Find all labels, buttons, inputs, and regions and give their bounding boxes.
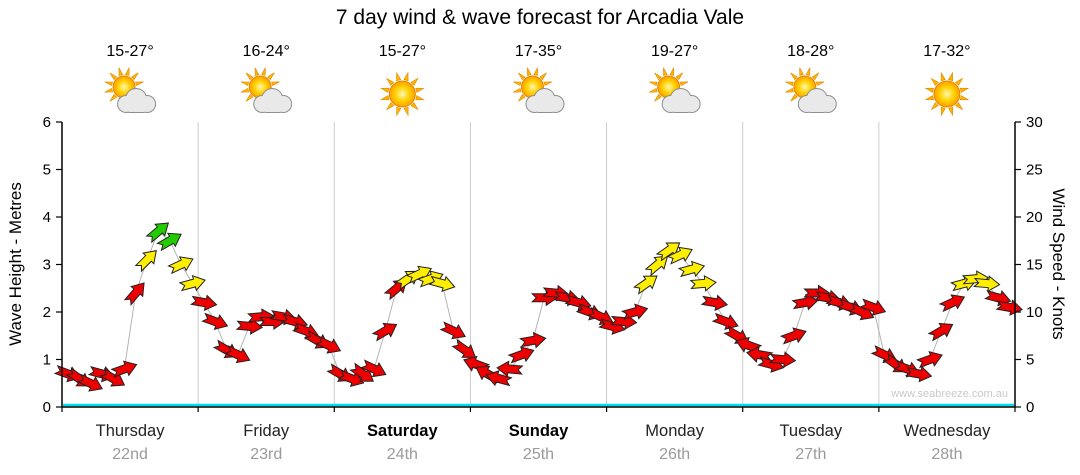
temperature-range-label: 19-27° <box>651 43 698 60</box>
wind-arrow <box>428 275 456 293</box>
day-name-label: Thursday <box>96 422 166 440</box>
wind-arrow <box>485 369 513 387</box>
wave-height-tick-label: 3 <box>43 257 51 274</box>
wind-speed-tick-label: 15 <box>1026 257 1043 274</box>
wind-speed-tick-label: 10 <box>1026 304 1043 321</box>
wind-arrow <box>134 249 157 273</box>
wind-arrow <box>110 360 138 378</box>
sun-cloud-icon <box>104 67 157 113</box>
day-date-label: 26th <box>659 446 690 463</box>
day-date-label: 23rd <box>250 446 282 463</box>
wind-arrow <box>123 282 145 307</box>
wind-arrow <box>439 321 466 340</box>
day-date-label: 25th <box>523 446 554 463</box>
wind-arrow <box>632 275 658 295</box>
wind-arrow <box>700 294 729 312</box>
wave-height-tick-label: 0 <box>43 399 51 416</box>
wind-arrow <box>768 351 797 369</box>
wind-arrow <box>973 275 1001 293</box>
wind-arrow <box>689 274 717 292</box>
wind-arrow <box>451 338 477 358</box>
day-date-label: 27th <box>795 446 826 463</box>
wave-height-tick-label: 2 <box>43 304 51 321</box>
temperature-range-label: 15-27° <box>379 43 426 60</box>
wind-arrow <box>620 303 649 320</box>
day-name-label: Friday <box>243 422 290 440</box>
wind-speed-tick-label: 25 <box>1026 162 1043 179</box>
wind-arrow <box>76 373 103 392</box>
temperature-range-label: 18-28° <box>787 43 834 60</box>
wind-arrow <box>224 345 251 364</box>
wind-arrow <box>360 359 387 378</box>
temperature-range-label: 17-35° <box>515 43 562 60</box>
watermark: www.seabreeze.com.au <box>890 388 1008 400</box>
wave-height-tick-label: 1 <box>43 352 51 369</box>
wind-speed-tick-label: 0 <box>1026 399 1034 416</box>
wave-height-tick-label: 5 <box>43 162 51 179</box>
wind-arrow <box>644 255 669 277</box>
day-name-label: Saturday <box>367 422 438 440</box>
wind-arrow <box>938 294 966 313</box>
wind-speed-tick-label: 20 <box>1026 209 1043 226</box>
wind-arrow <box>190 294 218 312</box>
day-name-label: Monday <box>645 422 704 440</box>
wind-arrow <box>666 246 693 265</box>
wind-arrow <box>995 299 1023 316</box>
temperature-range-label: 15-27° <box>106 43 153 60</box>
wind-arrow <box>711 312 739 330</box>
wind-speed-tick-label: 30 <box>1026 114 1043 131</box>
wind-arrow <box>927 322 954 342</box>
wave-height-axis-label: Wave Height - Metres <box>6 182 25 346</box>
day-date-label: 28th <box>931 446 962 463</box>
wind-speed-axis-label: Wind Speed - Knots <box>1049 188 1068 340</box>
wind-arrow <box>178 274 206 292</box>
sun-cloud-icon <box>513 67 565 113</box>
wind-arrow <box>371 322 398 342</box>
wind-arrow <box>496 360 524 378</box>
temperature-range-label: 16-24° <box>243 43 290 60</box>
sun-cloud-icon <box>649 67 701 113</box>
day-date-label: 22nd <box>112 446 148 463</box>
day-date-label: 24th <box>387 446 418 463</box>
day-name-label: Wednesday <box>904 422 992 440</box>
sun-cloud-icon <box>240 67 293 113</box>
wind-arrow <box>746 346 774 363</box>
wind-arrow <box>507 346 535 364</box>
wind-arrow <box>145 222 170 244</box>
wave-height-tick-label: 4 <box>43 209 51 226</box>
wind-speed-tick-label: 5 <box>1026 352 1034 369</box>
wind-arrow <box>904 365 933 383</box>
wave-height-tick-label: 6 <box>43 114 51 131</box>
wind-arrow <box>167 256 194 275</box>
sun-icon <box>380 71 425 117</box>
wind-arrow <box>859 298 887 316</box>
sun-icon <box>924 71 970 117</box>
wind-arrow <box>915 351 943 369</box>
wind-arrow <box>201 312 229 330</box>
temperature-range-label: 17-32° <box>923 43 970 60</box>
wind-arrow <box>779 327 807 345</box>
wind-arrow <box>677 260 706 278</box>
wind-arrow <box>156 232 182 252</box>
chart-title: 7 day wind & wave forecast for Arcadia V… <box>335 6 745 29</box>
wind-arrow <box>314 335 342 354</box>
day-name-label: Sunday <box>509 422 569 440</box>
sun-cloud-icon <box>785 67 837 113</box>
day-name-label: Tuesday <box>779 422 842 440</box>
wind-arrow <box>519 331 547 349</box>
